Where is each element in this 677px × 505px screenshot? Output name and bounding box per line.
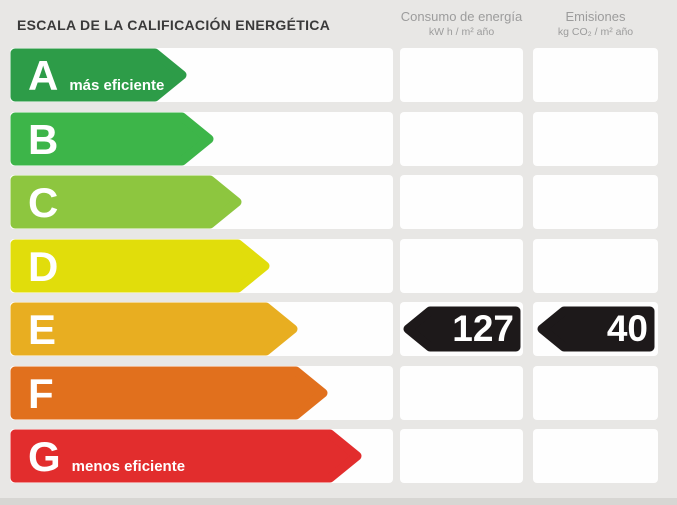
- black-left-arrow-icon: [537, 306, 655, 352]
- consumption-label: Consumo de energía: [400, 9, 523, 24]
- scale-cell-f: F: [10, 365, 393, 420]
- rating-letter-a: A: [28, 52, 59, 100]
- rating-arrow-e-icon: [10, 302, 298, 356]
- emissions-cell-f: [533, 365, 658, 420]
- rating-letter-d: D: [28, 242, 59, 290]
- column-header-emissions: Emisiones kg CO₂ / m² año: [533, 8, 658, 40]
- rating-arrow-d-icon: [10, 239, 270, 292]
- column-header-consumption: Consumo de energía kW h / m² año: [400, 8, 523, 40]
- consumption-cell-g: [400, 429, 523, 483]
- consumption-cell-b: [400, 111, 523, 166]
- emissions-cell-a: [533, 48, 658, 102]
- consumption-value: 127: [452, 308, 514, 349]
- page-title: ESCALA DE LA CALIFICACIÓN ENERGÉTICA: [17, 17, 331, 33]
- emissions-unit: kg CO₂ / m² año: [557, 26, 634, 38]
- scale-cell-e: E: [10, 302, 393, 356]
- black-left-arrow-icon: [403, 306, 521, 352]
- rating-letter-g: G: [28, 433, 61, 481]
- emissions-cell-d: [533, 238, 658, 293]
- scale-row-b: B: [10, 111, 668, 166]
- consumption-value-badge: 127: [403, 306, 521, 352]
- emissions-cell-e: 40: [533, 302, 658, 356]
- consumption-unit: kW h / m² año: [428, 26, 495, 38]
- rating-note-g: menos eficiente: [71, 458, 186, 476]
- rating-arrow-g-icon: [10, 429, 362, 483]
- consumption-cell-e: 127: [400, 302, 523, 356]
- scale-cell-d: D: [10, 238, 393, 293]
- scale-row-a: A más eficiente: [10, 48, 668, 102]
- emissions-value: 40: [606, 308, 648, 349]
- rating-arrow-f-icon: [10, 366, 328, 419]
- scale-row-f: F: [10, 365, 668, 420]
- scale-cell-g: G menos eficiente: [10, 429, 393, 483]
- rating-letter-e: E: [28, 306, 57, 354]
- consumption-cell-f: [400, 365, 523, 420]
- scale-row-c: C: [10, 175, 668, 229]
- rating-letter-f: F: [28, 369, 54, 417]
- consumption-cell-c: [400, 175, 523, 229]
- rating-arrow-b-icon: [10, 112, 214, 165]
- emissions-cell-g: [533, 429, 658, 483]
- scale-row-g: G menos eficiente: [10, 429, 668, 483]
- rating-arrow-a-icon: [10, 48, 187, 102]
- scale-row-e: E 127 40: [10, 302, 668, 356]
- consumption-cell-a: [400, 48, 523, 102]
- emissions-label: Emisiones: [565, 9, 626, 24]
- emissions-cell-c: [533, 175, 658, 229]
- consumption-cell-d: [400, 238, 523, 293]
- emissions-value-badge: 40: [537, 306, 655, 352]
- scale-row-d: D: [10, 238, 668, 293]
- bottom-shadow: [0, 498, 677, 505]
- rating-letter-c: C: [28, 179, 59, 227]
- emissions-cell-b: [533, 111, 658, 166]
- rating-note-a: más eficiente: [69, 77, 165, 95]
- rating-letter-b: B: [28, 115, 59, 163]
- scale-cell-c: C: [10, 175, 393, 229]
- scale-cell-a: A más eficiente: [10, 48, 393, 102]
- scale-cell-b: B: [10, 111, 393, 166]
- rating-arrow-c-icon: [10, 175, 242, 229]
